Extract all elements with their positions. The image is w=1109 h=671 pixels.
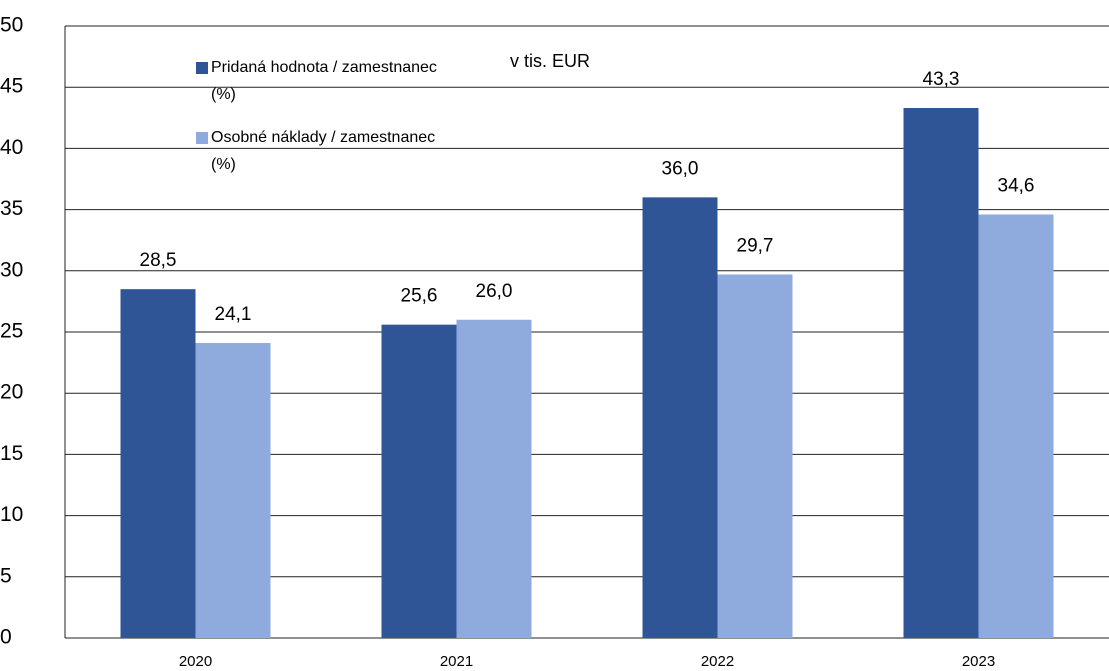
legend-label: Osobné náklady / zamestnanec (%) xyxy=(211,129,440,173)
value-label: 34,6 xyxy=(998,176,1035,197)
bar xyxy=(195,343,271,638)
bar xyxy=(381,324,457,638)
x-tick-label: 2023 xyxy=(962,653,995,670)
y-tick-label: 15 xyxy=(0,442,23,465)
bar xyxy=(456,319,532,638)
x-tick-label: 2022 xyxy=(701,653,734,670)
y-tick-label: 35 xyxy=(0,197,23,220)
legend-swatch xyxy=(196,62,208,74)
legend-swatch xyxy=(196,132,208,144)
x-tick-label: 2020 xyxy=(179,653,212,670)
y-tick-label: 30 xyxy=(0,258,23,281)
x-tick-label: 2021 xyxy=(440,653,473,670)
value-label: 28,5 xyxy=(140,250,177,271)
y-tick-label: 50 xyxy=(0,14,23,37)
bar xyxy=(978,214,1054,638)
y-tick-label: 40 xyxy=(0,136,23,159)
value-label: 29,7 xyxy=(737,235,774,256)
annotation: v tis. EUR xyxy=(510,51,590,71)
value-label: 26,0 xyxy=(476,281,513,302)
value-label: 25,6 xyxy=(401,286,438,307)
bar xyxy=(903,108,979,639)
legend-label: Pridaná hodnota / zamestnanec (%) xyxy=(211,59,441,103)
y-tick-label: 20 xyxy=(0,381,23,404)
value-label: 24,1 xyxy=(215,304,252,325)
bar xyxy=(642,197,718,639)
y-tick-label: 10 xyxy=(0,503,23,526)
value-label: 43,3 xyxy=(923,69,960,90)
y-tick-label: 5 xyxy=(0,564,12,587)
y-tick-label: 25 xyxy=(0,320,23,343)
y-tick-label: 0 xyxy=(0,626,12,649)
bar xyxy=(120,289,196,638)
y-tick-label: 45 xyxy=(0,75,23,98)
bar xyxy=(717,274,793,638)
value-label: 36,0 xyxy=(662,158,699,179)
